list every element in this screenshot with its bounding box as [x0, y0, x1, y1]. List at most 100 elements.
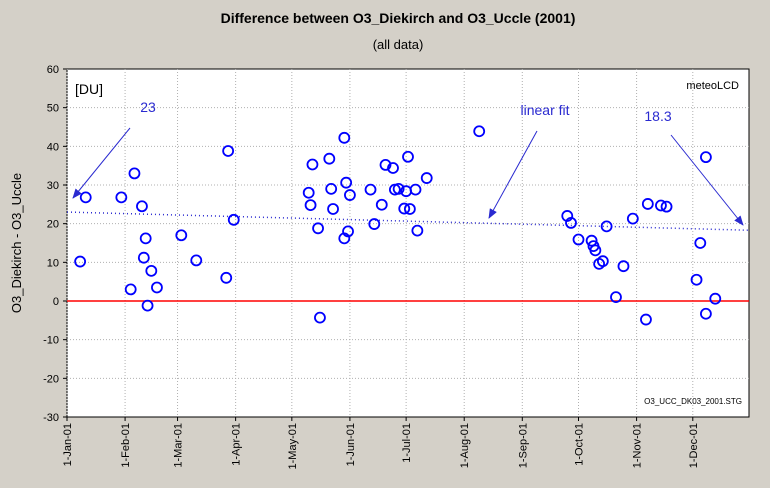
- data-point: [640, 313, 652, 326]
- data-point: [600, 220, 613, 233]
- data-point: [572, 233, 585, 246]
- data-point: [325, 182, 338, 195]
- file-label: O3_UCC_DK03_2001.STG: [644, 397, 742, 406]
- data-point: [610, 291, 622, 304]
- fit-annotation: linear fit: [520, 102, 569, 118]
- y-axis: -30 -20 -10 0 10 20 30 40 50 60: [43, 64, 67, 424]
- chart-title: Difference between O3_Diekirch and O3_Uc…: [221, 10, 576, 26]
- data-point: [420, 172, 433, 184]
- data-point: [392, 182, 405, 195]
- x-tick-label: 1-Sep-01: [517, 423, 529, 468]
- y-tick-label: -20: [43, 373, 59, 385]
- data-point: [398, 202, 411, 215]
- data-point: [641, 198, 654, 210]
- y-tick-label: 60: [47, 64, 59, 76]
- y-tick-label: 30: [47, 180, 59, 192]
- data-point: [409, 183, 422, 196]
- plot-area: [66, 68, 750, 418]
- data-point: [145, 264, 158, 277]
- fit-arrow: [488, 130, 538, 219]
- x-tick-label: 1-Dec-01: [688, 423, 700, 468]
- x-tick-label: 1-Jun-01: [345, 423, 357, 466]
- data-point: [128, 167, 141, 180]
- data-point: [137, 251, 150, 264]
- data-point: [700, 307, 712, 320]
- y-axis-label: O3_Diekirch - O3_Uccle: [9, 173, 24, 313]
- data-point: [709, 292, 722, 305]
- data-point: [175, 229, 188, 242]
- data-point: [589, 244, 602, 257]
- data-point: [227, 213, 240, 226]
- fit-end-annotation: 18.3: [644, 108, 671, 124]
- data-point: [364, 183, 377, 196]
- data-point: [411, 224, 424, 237]
- data-point: [222, 145, 235, 157]
- data-point: [402, 150, 414, 163]
- data-point: [124, 283, 137, 296]
- unit-label: [DU]: [75, 81, 103, 97]
- data-point: [368, 218, 381, 230]
- x-tick-label: 1-Nov-01: [632, 423, 644, 468]
- x-tick-label: 1-Feb-01: [120, 423, 132, 468]
- y-tick-label: -30: [43, 412, 59, 424]
- data-point: [74, 255, 87, 268]
- x-tick-label: 1-May-01: [287, 423, 299, 469]
- y-tick-label: 20: [47, 219, 59, 231]
- data-point: [302, 186, 315, 199]
- chart-subtitle: (all data): [373, 37, 424, 52]
- y-tick-label: 40: [47, 141, 59, 153]
- data-point: [344, 189, 356, 201]
- data-point: [387, 162, 399, 174]
- data-point: [585, 234, 598, 247]
- data-point: [694, 237, 707, 249]
- data-point: [151, 281, 163, 294]
- x-tick-label: 1-Oct-01: [574, 423, 586, 466]
- data-point: [617, 260, 630, 273]
- data-point: [375, 198, 388, 211]
- data-point: [306, 158, 319, 171]
- data-point: [690, 273, 703, 286]
- data-point: [312, 222, 324, 235]
- data-point: [565, 216, 577, 229]
- y-tick-label: -10: [43, 335, 59, 347]
- y-tick-label: 10: [47, 257, 59, 269]
- data-point: [403, 203, 416, 215]
- data-point: [115, 191, 128, 204]
- data-point: [700, 151, 712, 164]
- data-points: [74, 125, 722, 326]
- data-point: [340, 176, 353, 189]
- data-point: [561, 210, 574, 222]
- data-point: [304, 199, 317, 212]
- grid-lines: [66, 69, 749, 417]
- data-point: [338, 232, 351, 245]
- data-point: [342, 225, 354, 238]
- data-point: [655, 199, 667, 212]
- data-point: [327, 203, 339, 215]
- fit-start-arrow: [72, 127, 131, 199]
- x-tick-label: 1-Jan-01: [62, 423, 74, 466]
- x-tick-label: 1-Mar-01: [173, 423, 185, 468]
- data-point: [660, 200, 673, 213]
- data-point: [220, 271, 233, 284]
- data-point: [314, 311, 326, 324]
- y-tick-label: 0: [53, 296, 59, 308]
- fit-start-annotation: 23: [140, 99, 156, 115]
- data-point: [141, 299, 154, 312]
- data-point: [596, 255, 609, 268]
- x-tick-label: 1-Apr-01: [231, 423, 243, 466]
- data-point: [379, 158, 392, 171]
- data-point: [626, 212, 639, 225]
- data-point: [473, 125, 486, 138]
- watermark-label: meteoLCD: [686, 80, 739, 92]
- linear-fit-line: [66, 211, 750, 231]
- data-point: [139, 232, 152, 245]
- x-tick-label: 1-Jul-01: [401, 423, 413, 463]
- data-point: [323, 152, 336, 165]
- data-point: [338, 131, 351, 144]
- data-point: [136, 200, 148, 213]
- y-tick-label: 50: [47, 103, 59, 115]
- fit-end-arrow: [670, 134, 744, 226]
- x-axis: 1-Jan-01 1-Feb-01 1-Mar-01 1-Apr-01 1-May-01…: [62, 417, 700, 469]
- data-point: [190, 254, 203, 267]
